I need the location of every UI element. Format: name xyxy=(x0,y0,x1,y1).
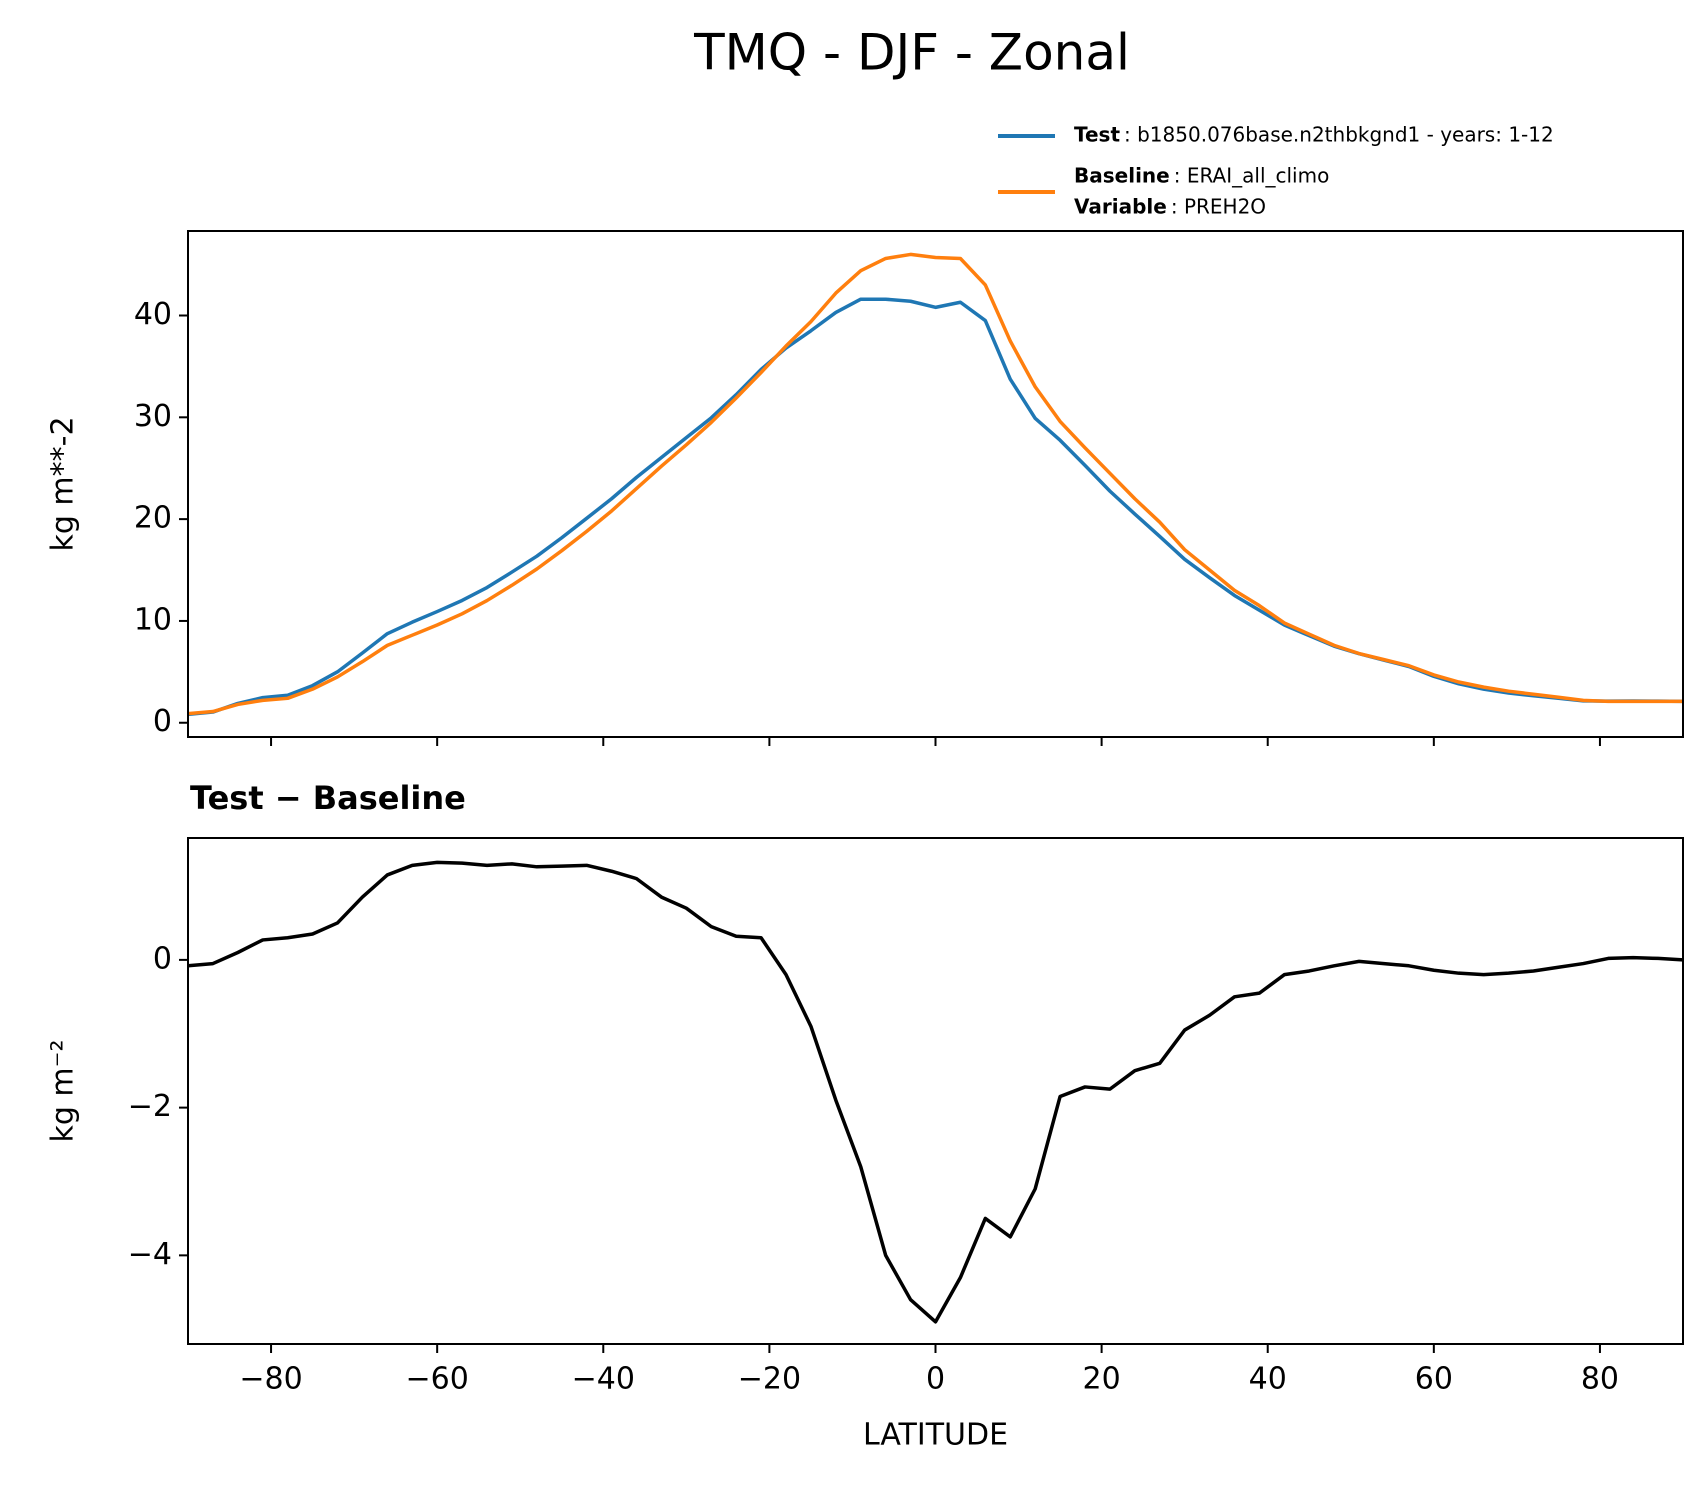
x-tick-label: 60 xyxy=(1415,1362,1453,1397)
legend-description: : b1850.076base.n2thbkgnd1 - years: 1-12 xyxy=(1124,123,1554,147)
axes-frame xyxy=(187,230,1684,738)
plot-area xyxy=(188,252,1683,717)
x-tick-label: −60 xyxy=(406,1362,469,1397)
legend-name: Test xyxy=(1074,123,1120,147)
y-tick-label: 0 xyxy=(153,704,172,739)
x-tick-label: −80 xyxy=(239,1362,302,1397)
figure-title: TMQ - DJF - Zonal xyxy=(693,24,1130,82)
x-tick-label: −40 xyxy=(572,1362,635,1397)
x-tick-label: 80 xyxy=(1581,1362,1619,1397)
y-tick-label: 10 xyxy=(134,602,172,637)
plot-area xyxy=(188,860,1683,1324)
y-tick-label: 30 xyxy=(134,399,172,434)
y-tick-label: 40 xyxy=(134,297,172,332)
y-axis-label: kg m⁻² xyxy=(46,1039,81,1142)
x-tick-label: 0 xyxy=(926,1362,945,1397)
data-line xyxy=(188,252,1683,716)
x-tick-label: 40 xyxy=(1249,1362,1287,1397)
legend-description: : ERAI_all_climo xyxy=(1174,164,1330,188)
subplot-title: Test − Baseline xyxy=(190,779,466,817)
y-tick-label: 20 xyxy=(134,501,172,536)
y-tick-label: 0 xyxy=(153,941,172,976)
x-axis-label: LATITUDE xyxy=(863,1418,1008,1453)
y-axis-label: kg m**-2 xyxy=(46,416,81,551)
y-tick-label: −2 xyxy=(128,1089,172,1124)
x-tick-label: 20 xyxy=(1083,1362,1121,1397)
legend-variable-name: Variable xyxy=(1074,195,1167,219)
axes-frame xyxy=(187,837,1684,1345)
data-line xyxy=(188,860,1683,1324)
x-tick-label: −20 xyxy=(738,1362,801,1397)
legend-variable-description: : PREH2O xyxy=(1171,195,1266,219)
legend-name: Baseline xyxy=(1074,164,1170,188)
y-tick-label: −4 xyxy=(128,1237,172,1272)
data-line xyxy=(188,297,1683,717)
